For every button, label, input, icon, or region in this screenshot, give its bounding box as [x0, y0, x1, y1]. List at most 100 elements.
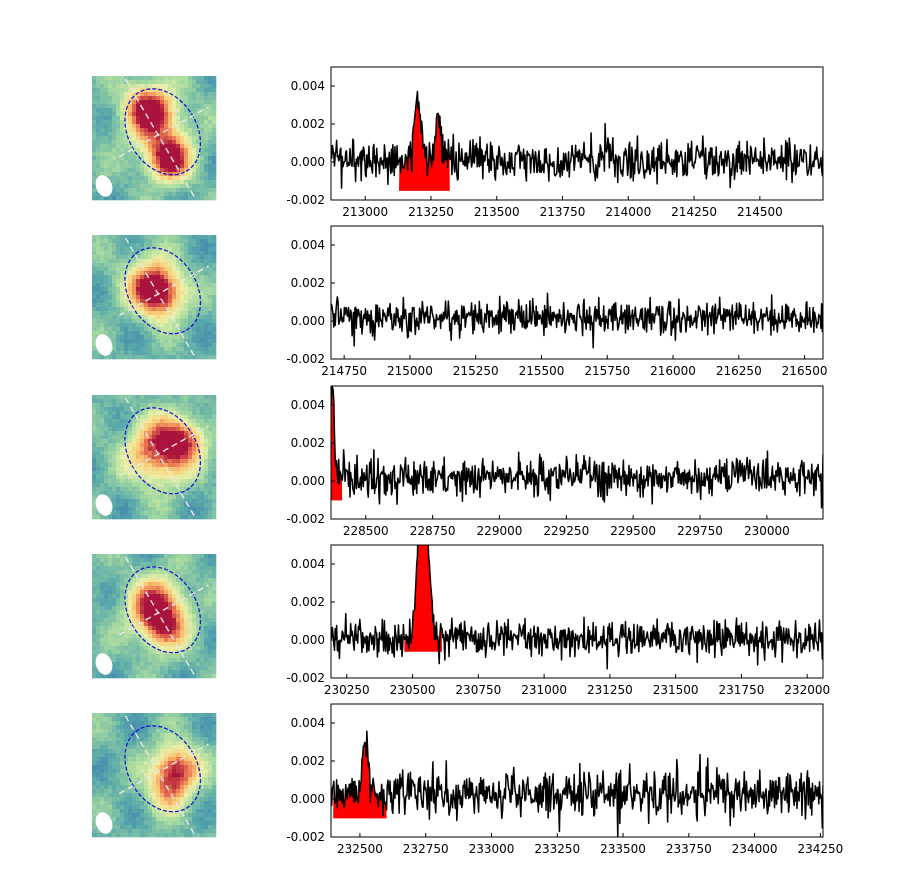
x-tick-label: 229250 — [543, 524, 589, 538]
axes-frame — [330, 225, 824, 360]
plot-area — [331, 545, 823, 670]
y-tick-label: 0.004 — [291, 398, 325, 412]
x-tick-label: 234000 — [732, 842, 778, 856]
major-axis-line — [124, 715, 196, 836]
plot-area — [331, 386, 823, 509]
map-thumbnail-5 — [92, 713, 217, 838]
x-tick-label: 214250 — [671, 205, 717, 219]
minor-axis-line — [118, 425, 209, 477]
x-tick-label: 215250 — [453, 364, 499, 378]
axes-frame — [330, 385, 824, 520]
minor-axis-line — [118, 584, 209, 636]
x-tick-label: 231500 — [653, 683, 699, 697]
axes-frame — [330, 703, 824, 838]
plot-area — [331, 730, 823, 837]
minor-axis-line — [118, 743, 209, 795]
minor-axis-line — [118, 106, 209, 158]
x-tick-label: 232500 — [337, 842, 383, 856]
x-tick-label: 214500 — [737, 205, 783, 219]
spectrum-line — [331, 730, 823, 837]
panel-5: -0.002 0.000 0.002 0.004 232500 232750 233000 2… — [92, 703, 843, 856]
minor-axis-line — [118, 265, 209, 317]
x-tick-label: 214000 — [605, 205, 651, 219]
y-tick-label: 0.002 — [291, 754, 325, 768]
panel-1: -0.002 0.000 0.002 0.004 213000 213250 213500 2… — [92, 66, 824, 219]
x-tick-label: 216000 — [650, 364, 696, 378]
x-tick-label: 214750 — [321, 364, 367, 378]
beam-ellipse — [95, 812, 113, 834]
x-tick-label: 230000 — [744, 524, 790, 538]
plot-area — [331, 292, 823, 349]
x-tick-label: 233750 — [666, 842, 712, 856]
y-tick-label: 0.004 — [291, 716, 325, 730]
x-tick-label: 213250 — [408, 205, 454, 219]
plot-area — [331, 90, 823, 191]
y-tick-label: 0.002 — [291, 436, 325, 450]
y-tick-label: 0.004 — [291, 238, 325, 252]
x-tick-label: 215750 — [584, 364, 630, 378]
beam-ellipse — [95, 175, 113, 197]
y-tick-label: 0.002 — [291, 595, 325, 609]
x-tick-label: 231750 — [719, 683, 765, 697]
y-tick-label: 0.000 — [291, 474, 325, 488]
aperture-ellipse — [124, 247, 202, 335]
x-tick-label: 229750 — [677, 524, 723, 538]
y-tick-label: 0.002 — [291, 117, 325, 131]
panel-4: -0.002 0.000 0.002 0.004 230250 230500 230750 2… — [92, 544, 830, 697]
y-tick-label: 0.000 — [291, 314, 325, 328]
x-tick-label: 216250 — [716, 364, 762, 378]
spectrum-line — [331, 90, 823, 189]
y-tick-label: -0.002 — [286, 671, 325, 685]
x-tick-label: 233000 — [469, 842, 515, 856]
spectrum-line — [331, 292, 823, 349]
x-tick-label: 234250 — [797, 842, 843, 856]
x-tick-label: 230250 — [324, 683, 370, 697]
x-tick-label: 228750 — [410, 524, 456, 538]
y-tick-label: -0.002 — [286, 193, 325, 207]
y-tick-label: 0.004 — [291, 79, 325, 93]
spectrum-line — [331, 386, 823, 509]
x-tick-label: 232750 — [403, 842, 449, 856]
x-tick-label: 232000 — [784, 683, 830, 697]
x-tick-label: 215000 — [387, 364, 433, 378]
aperture-ellipse — [124, 407, 202, 495]
map-thumbnail-1 — [92, 76, 217, 201]
x-tick-label: 231000 — [521, 683, 567, 697]
major-axis-line — [124, 397, 196, 518]
map-thumbnail-3 — [92, 395, 217, 520]
y-tick-label: 0.000 — [291, 633, 325, 647]
x-tick-label: 216500 — [782, 364, 828, 378]
x-tick-label: 233250 — [534, 842, 580, 856]
x-tick-label: 231250 — [587, 683, 633, 697]
x-tick-label: 213750 — [540, 205, 586, 219]
map-thumbnail-4 — [92, 554, 217, 679]
axes-frame — [330, 66, 824, 201]
y-tick-label: -0.002 — [286, 352, 325, 366]
x-tick-label: 233500 — [600, 842, 646, 856]
y-tick-label: -0.002 — [286, 512, 325, 526]
x-tick-label: 230750 — [455, 683, 501, 697]
x-tick-label: 213000 — [342, 205, 388, 219]
x-tick-label: 230500 — [390, 683, 436, 697]
aperture-ellipse — [124, 566, 202, 654]
beam-ellipse — [95, 653, 113, 675]
y-tick-label: 0.000 — [291, 155, 325, 169]
aperture-ellipse — [124, 88, 202, 176]
y-tick-label: 0.000 — [291, 792, 325, 806]
major-axis-line — [124, 237, 196, 358]
spectrum-line — [331, 545, 823, 670]
panel-2: -0.002 0.000 0.002 0.004 214750 215000 215250 2… — [92, 225, 828, 378]
x-tick-label: 228500 — [343, 524, 389, 538]
panel-3: -0.002 0.000 0.002 0.004 228500 228750 229000 2… — [92, 385, 824, 538]
major-axis-line — [124, 78, 196, 199]
beam-ellipse — [95, 494, 113, 516]
y-tick-label: -0.002 — [286, 830, 325, 844]
major-axis-line — [124, 556, 196, 677]
y-tick-label: 0.002 — [291, 276, 325, 290]
x-tick-label: 213500 — [474, 205, 520, 219]
y-tick-label: 0.004 — [291, 557, 325, 571]
panels: -0.002 0.000 0.002 0.004 213000 213250 213500 2… — [92, 66, 843, 856]
beam-ellipse — [95, 334, 113, 356]
aperture-ellipse — [124, 725, 202, 813]
